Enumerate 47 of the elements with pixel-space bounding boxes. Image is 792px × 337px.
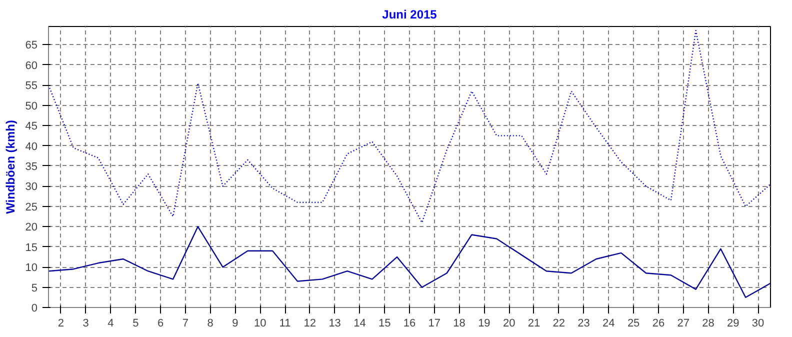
y-tick-label: 45 xyxy=(25,120,38,133)
x-tick-label: 12 xyxy=(304,318,316,330)
x-tick-label: 20 xyxy=(502,318,516,330)
y-tick-label: 20 xyxy=(25,222,38,234)
x-tick-label: 14 xyxy=(354,318,366,330)
line-series xyxy=(48,226,770,298)
x-tick-label: 19 xyxy=(478,318,490,330)
y-tick-label: 65 xyxy=(25,40,38,52)
y-tick-label: 55 xyxy=(25,80,38,92)
y-tick-label: 30 xyxy=(25,181,38,194)
x-tick-label: 30 xyxy=(752,318,764,330)
chart-title: Juni 2015 xyxy=(382,8,438,22)
x-tick-label: 22 xyxy=(552,318,566,330)
y-tick-label: 35 xyxy=(25,160,38,173)
x-tick-label: 11 xyxy=(279,318,291,330)
y-tick-label: 15 xyxy=(25,242,38,254)
y-axis-title: Windböen (kmh) xyxy=(3,120,18,214)
y-tick-label: 10 xyxy=(25,262,38,274)
x-tick-label: 25 xyxy=(627,318,640,330)
y-tick-label: 0 xyxy=(31,302,38,314)
x-tick-label: 6 xyxy=(157,318,164,330)
x-tick-label: 13 xyxy=(328,318,341,330)
x-tick-label: 16 xyxy=(403,318,416,330)
x-tick-label: 29 xyxy=(727,318,740,330)
x-tick-label: 7 xyxy=(182,318,188,330)
x-tick-label: 2 xyxy=(58,318,64,330)
x-tick-label: 3 xyxy=(82,318,89,330)
x-tick-label: 26 xyxy=(652,318,665,330)
x-tick-label: 10 xyxy=(254,318,266,330)
y-tick-label: 60 xyxy=(25,60,38,72)
y-tick-label: 5 xyxy=(31,282,38,294)
x-tick-label: 9 xyxy=(232,318,238,330)
x-tick-label: 21 xyxy=(528,318,540,330)
x-tick-label: 8 xyxy=(207,318,214,330)
x-tick-label: 18 xyxy=(453,318,466,330)
x-tick-label: 24 xyxy=(602,318,615,330)
x-tick-label: 4 xyxy=(108,318,114,330)
x-tick-label: 17 xyxy=(428,318,441,330)
x-tick-label: 15 xyxy=(378,318,391,330)
x-tick-label: 5 xyxy=(132,318,139,330)
line-series xyxy=(48,30,770,224)
x-tick-label: 28 xyxy=(702,318,714,330)
y-tick-label: 40 xyxy=(25,140,38,153)
x-tick-label: 23 xyxy=(578,318,590,330)
y-tick-label: 50 xyxy=(25,100,38,112)
x-tick-label: 27 xyxy=(677,318,690,330)
y-tick-label: 25 xyxy=(25,201,38,214)
